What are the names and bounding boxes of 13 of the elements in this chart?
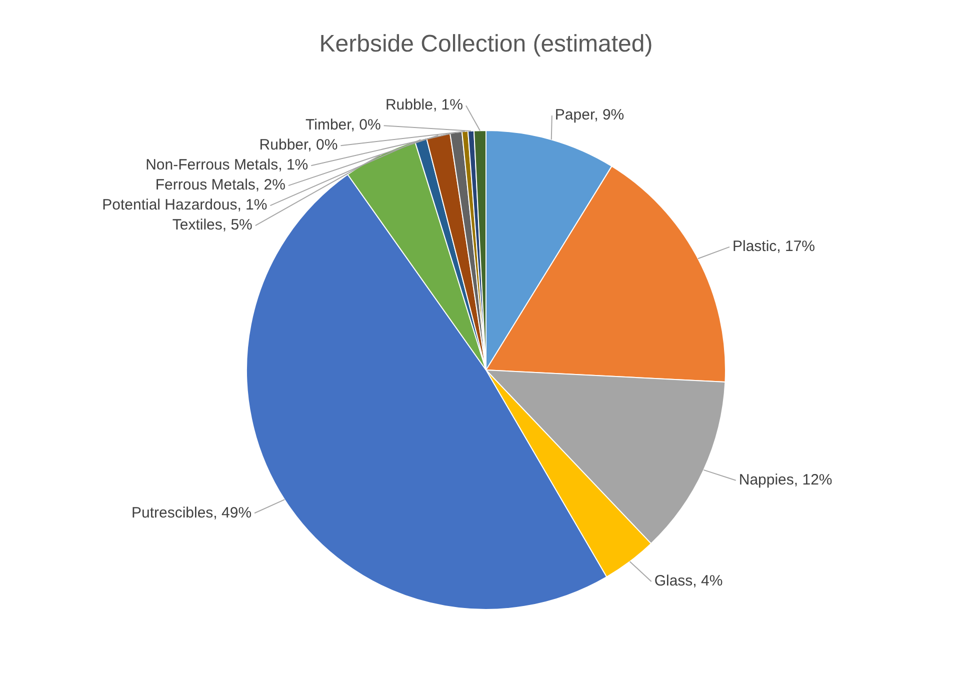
slice-label: Paper, 9% <box>554 106 624 124</box>
slice-label: Nappies, 12% <box>738 472 832 488</box>
slice-label: Glass, 4% <box>654 572 723 590</box>
chart-title: Kerbside Collection (estimated) <box>319 30 653 58</box>
slice-label: Rubber, 0% <box>259 136 338 154</box>
slice-label: Plastic, 17% <box>732 238 816 256</box>
slice-label: Potential Hazardous, 1% <box>102 196 268 214</box>
slice-label: Non-Ferrous Metals, 1% <box>146 156 308 174</box>
slice-label: Textiles, 5% <box>172 216 252 234</box>
slice-label: Timber, 0% <box>306 116 381 134</box>
slice-label: Ferrous Metals, 2% <box>155 176 286 194</box>
slice-label: Rubble, 1% <box>385 96 463 114</box>
slice-label: Putrescibles, 49% <box>131 504 252 522</box>
